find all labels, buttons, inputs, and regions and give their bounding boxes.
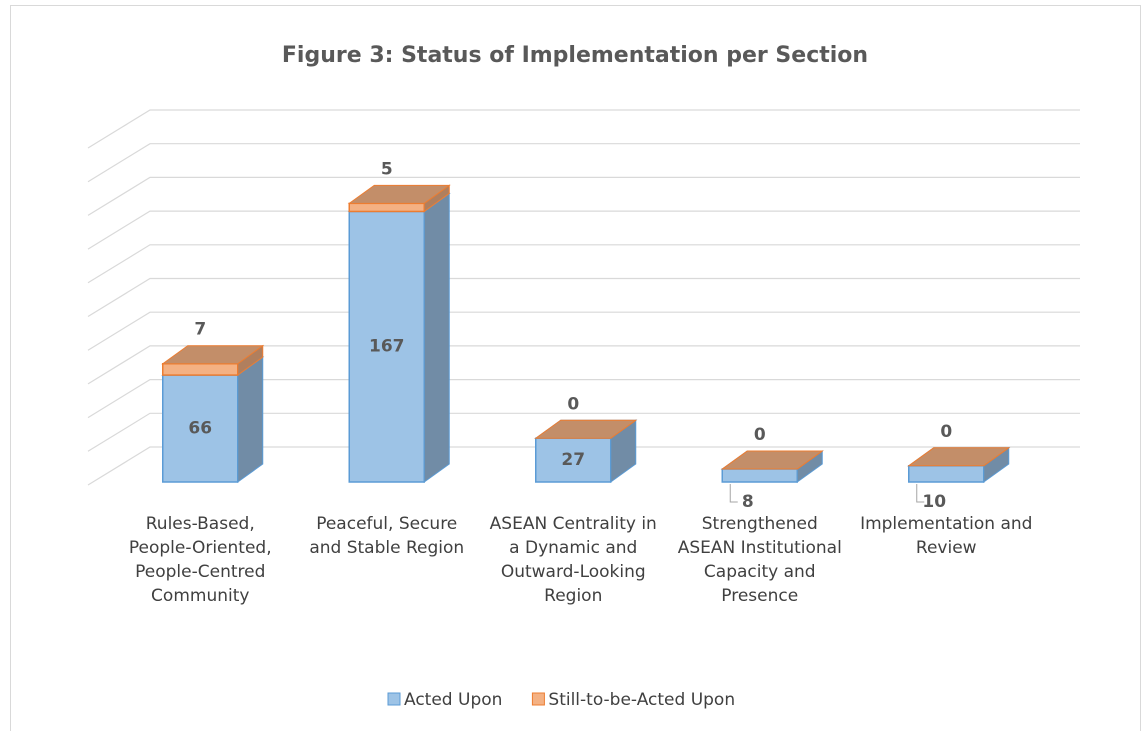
data-label: 0 [567, 394, 579, 414]
data-label: 7 [194, 320, 206, 340]
x-tick-label: ASEAN Centrality in a Dynamic and Outwar… [489, 514, 657, 606]
grid-line [87, 210, 1080, 250]
data-label: 0 [940, 422, 952, 442]
data-label: 27 [561, 450, 585, 470]
bar-segment [162, 362, 239, 376]
grid-line [87, 412, 1080, 452]
legend-label: Still-to-be-Acted Upon [548, 690, 735, 710]
bar-top [534, 419, 638, 439]
data-label: 5 [381, 159, 393, 179]
x-tick-label: Implementation and Review [860, 514, 1033, 558]
grid-line [87, 109, 1080, 149]
chart-title: Figure 3: Status of Implementation per S… [282, 43, 868, 68]
grid-line [87, 176, 1080, 216]
bar-segment [535, 437, 612, 483]
legend-label: Acted Upon [404, 690, 502, 710]
bar-top [720, 450, 824, 470]
bar-top [907, 447, 1011, 467]
bar-side [237, 356, 264, 483]
grid-line [87, 446, 1080, 486]
bar-segment [721, 468, 798, 483]
data-label: 167 [369, 337, 405, 357]
leader-line [729, 484, 738, 503]
grid-line [87, 345, 1080, 385]
legend-swatch [387, 692, 401, 706]
data-label: 10 [922, 492, 946, 512]
data-label: 0 [754, 425, 766, 445]
bar-segment [908, 465, 985, 483]
bar-segment [162, 374, 239, 483]
legend-swatch [531, 692, 545, 706]
data-label: 8 [742, 492, 754, 512]
bar-top [161, 345, 265, 365]
chart-border [10, 5, 1141, 731]
grid-line [87, 311, 1080, 351]
bar-top [347, 184, 451, 204]
grid-line [87, 143, 1080, 183]
bar-segment [348, 202, 425, 213]
grid-line [87, 244, 1080, 284]
grid-line [87, 277, 1080, 318]
x-tick-label: Peaceful, Secure and Stable Region [309, 514, 465, 558]
bar-side [423, 192, 450, 483]
leader-line [916, 484, 925, 503]
grid-line [87, 379, 1080, 419]
data-label: 66 [188, 419, 212, 439]
x-tick-label: Rules-Based, People-Oriented, People-Cen… [128, 514, 272, 606]
x-tick-label: Strengthened ASEAN Institutional Capacit… [677, 514, 842, 606]
